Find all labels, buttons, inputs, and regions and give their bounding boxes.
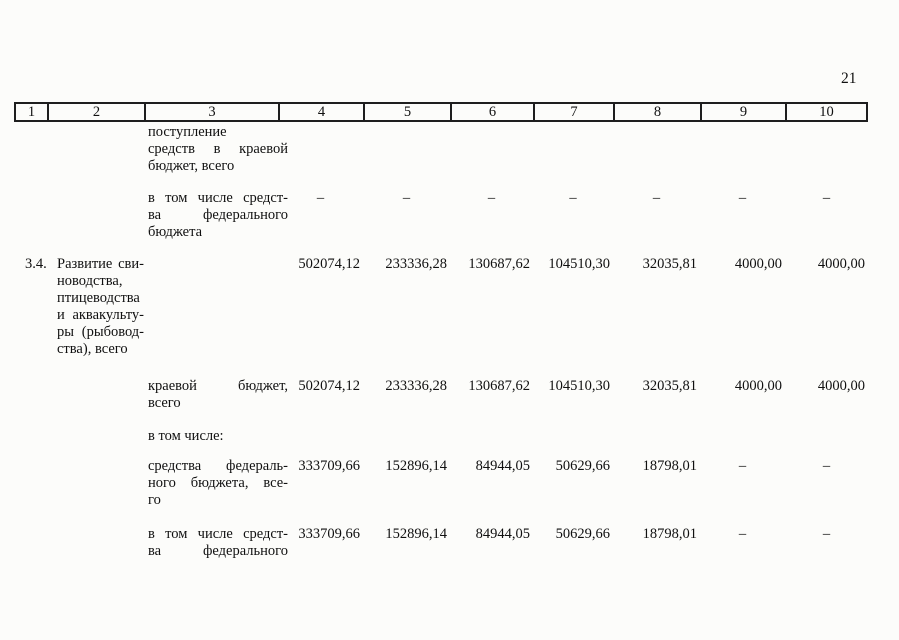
row-label-line: ры (рыбовод- bbox=[57, 324, 144, 340]
value-cell: 333709,66 bbox=[298, 458, 360, 474]
row-label-including: в том числе: bbox=[148, 428, 288, 445]
row-label-line: ва федерального bbox=[148, 207, 288, 223]
value-cell: 18798,01 bbox=[642, 458, 697, 474]
table-row-values: 333709,66 152896,14 84944,05 50629,66 18… bbox=[278, 526, 868, 543]
row-label-line: го bbox=[148, 492, 161, 508]
row-label-line: птицеводства bbox=[57, 290, 140, 306]
table-header-cell-2: 2 bbox=[47, 102, 144, 122]
table-header-cell-8: 8 bbox=[613, 102, 700, 122]
row-label-line: поступление bbox=[148, 124, 227, 140]
table-header-cell-9: 9 bbox=[700, 102, 785, 122]
table-header-cell-3: 3 bbox=[144, 102, 278, 122]
value-cell: 233336,28 bbox=[385, 378, 447, 394]
row-label-line: средств в краевой bbox=[148, 141, 288, 157]
value-cell: 104510,30 bbox=[548, 378, 610, 394]
table-header-cell-1: 1 bbox=[14, 102, 47, 122]
value-cell: 18798,01 bbox=[642, 526, 697, 542]
value-cell: – bbox=[402, 190, 411, 206]
page-number: 21 bbox=[841, 70, 857, 87]
value-cell: 104510,30 bbox=[548, 256, 610, 272]
value-cell: 50629,66 bbox=[555, 458, 610, 474]
value-cell: 4000,00 bbox=[817, 378, 865, 394]
value-cell: 50629,66 bbox=[555, 526, 610, 542]
row-label-line: в том числе: bbox=[148, 428, 224, 444]
table-row-values: 502074,12 233336,28 130687,62 104510,30 … bbox=[278, 256, 868, 273]
table-header-cell-6: 6 bbox=[450, 102, 533, 122]
row-label-federal-budget-total: средства федераль- ного бюджета, все- го bbox=[148, 458, 288, 509]
value-cell: 233336,28 bbox=[385, 256, 447, 272]
table-header-cell-10: 10 bbox=[785, 102, 868, 122]
value-cell: 4000,00 bbox=[817, 256, 865, 272]
value-cell: – bbox=[822, 526, 831, 542]
value-cell: 4000,00 bbox=[734, 256, 782, 272]
value-cell: – bbox=[569, 190, 577, 206]
row-number: 3.4. bbox=[25, 256, 47, 272]
row-label-receipts: поступление средств в краевой бюджет, вс… bbox=[148, 124, 288, 175]
table-header-cell-5: 5 bbox=[363, 102, 450, 122]
table-header-cell-4: 4 bbox=[278, 102, 363, 122]
row-label-line: бюджет, всего bbox=[148, 158, 235, 174]
row-label-line: бюджета bbox=[148, 224, 203, 240]
row-label-line: Развитие сви- bbox=[57, 256, 144, 272]
value-cell: – bbox=[738, 190, 747, 206]
row-label-including-federal: в том числе средст- ва федерального bbox=[148, 526, 288, 560]
value-cell: – bbox=[738, 526, 747, 542]
value-cell: – bbox=[738, 458, 747, 474]
value-cell: 130687,62 bbox=[468, 256, 530, 272]
value-cell: – bbox=[822, 458, 831, 474]
row-label-line: в том числе средст- bbox=[148, 190, 288, 206]
value-cell: – bbox=[316, 190, 325, 206]
table-row-values: – – – – – – – bbox=[278, 190, 868, 207]
row-label-line: всего bbox=[148, 395, 181, 411]
value-cell: – bbox=[822, 190, 831, 206]
table-header-row: 1 2 3 4 5 6 7 8 9 10 bbox=[14, 102, 868, 122]
row-label-line: в том числе средст- bbox=[148, 526, 288, 542]
value-cell: 84944,05 bbox=[475, 458, 530, 474]
value-cell: 333709,66 bbox=[298, 526, 360, 542]
table-row-values: 333709,66 152896,14 84944,05 50629,66 18… bbox=[278, 458, 868, 475]
table-row-values: 502074,12 233336,28 130687,62 104510,30 … bbox=[278, 378, 868, 395]
value-cell: 502074,12 bbox=[298, 256, 360, 272]
value-cell: 32035,81 bbox=[642, 256, 697, 272]
row-label-regional-budget: краевой бюджет, всего bbox=[148, 378, 288, 412]
row-label-section-3-4: Развитие сви- новодства, птицеводства и … bbox=[57, 256, 144, 358]
value-cell: – bbox=[652, 190, 661, 206]
value-cell: 152896,14 bbox=[385, 458, 447, 474]
row-label-line: средства федераль- bbox=[148, 458, 288, 474]
value-cell: 32035,81 bbox=[642, 378, 697, 394]
value-cell: 84944,05 bbox=[475, 526, 530, 542]
row-label-federal-funds: в том числе средст- ва федерального бюдж… bbox=[148, 190, 288, 241]
value-cell: 130687,62 bbox=[468, 378, 530, 394]
row-label-line: новодства, bbox=[57, 273, 123, 289]
value-cell: 152896,14 bbox=[385, 526, 447, 542]
value-cell: 4000,00 bbox=[734, 378, 782, 394]
value-cell: – bbox=[487, 190, 496, 206]
row-label-line: и аквакульту- bbox=[57, 307, 144, 323]
row-label-line: ного бюджета, все- bbox=[148, 475, 288, 491]
row-label-line: ства), всего bbox=[57, 341, 128, 357]
table-header-cell-7: 7 bbox=[533, 102, 613, 122]
row-label-line: краевой бюджет, bbox=[148, 378, 288, 394]
row-label-line: ва федерального bbox=[148, 543, 288, 559]
value-cell: 502074,12 bbox=[298, 378, 360, 394]
